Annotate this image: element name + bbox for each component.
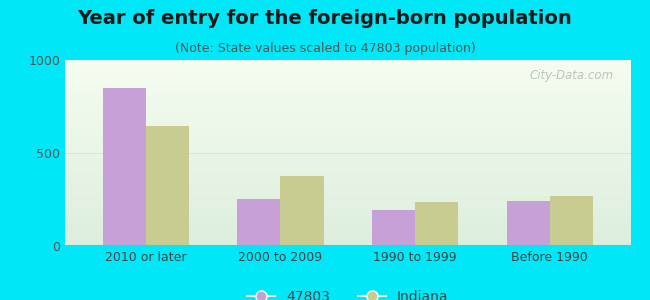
Bar [280,176,324,246]
Bar [372,210,415,246]
Bar [103,88,146,246]
Bar [237,199,280,246]
Bar [506,201,550,246]
Text: (Note: State values scaled to 47803 population): (Note: State values scaled to 47803 popu… [175,42,475,55]
Legend: 47803, Indiana: 47803, Indiana [242,285,454,300]
Bar [550,196,593,246]
Text: Year of entry for the foreign-born population: Year of entry for the foreign-born popul… [77,9,573,28]
Bar [415,202,458,246]
Text: City-Data.com: City-Data.com [529,69,614,82]
Bar [146,126,189,246]
